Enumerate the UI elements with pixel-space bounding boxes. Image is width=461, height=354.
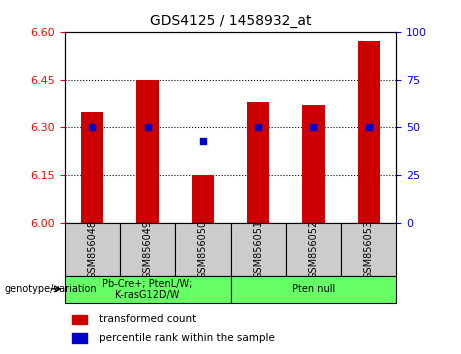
Bar	[358, 41, 380, 223]
Bar	[65, 223, 120, 276]
Bar	[230, 276, 396, 303]
Bar	[136, 80, 159, 223]
Text: GSM856048: GSM856048	[87, 220, 97, 279]
Point	[144, 125, 151, 130]
Bar	[302, 105, 325, 223]
Bar	[72, 315, 87, 324]
Text: GSM856051: GSM856051	[253, 220, 263, 279]
Point	[89, 125, 96, 130]
Text: GSM856053: GSM856053	[364, 220, 374, 279]
Bar	[175, 223, 230, 276]
Text: Pb-Cre+; PtenL/W;
K-rasG12D/W: Pb-Cre+; PtenL/W; K-rasG12D/W	[102, 279, 193, 300]
Bar	[72, 333, 87, 343]
Point	[199, 138, 207, 144]
Point	[365, 125, 372, 130]
Title: GDS4125 / 1458932_at: GDS4125 / 1458932_at	[150, 14, 311, 28]
Point	[254, 125, 262, 130]
Point	[310, 125, 317, 130]
Bar	[65, 276, 230, 303]
Text: genotype/variation: genotype/variation	[5, 284, 97, 294]
Bar	[192, 175, 214, 223]
Bar	[247, 102, 269, 223]
Bar	[341, 223, 396, 276]
Bar	[286, 223, 341, 276]
Text: GSM856050: GSM856050	[198, 220, 208, 279]
Bar	[120, 223, 175, 276]
Text: Pten null: Pten null	[292, 284, 335, 295]
Bar	[230, 223, 286, 276]
Text: GSM856049: GSM856049	[142, 220, 153, 279]
Bar	[81, 112, 103, 223]
Text: percentile rank within the sample: percentile rank within the sample	[99, 333, 274, 343]
Text: transformed count: transformed count	[99, 314, 196, 325]
Text: GSM856052: GSM856052	[308, 220, 319, 279]
